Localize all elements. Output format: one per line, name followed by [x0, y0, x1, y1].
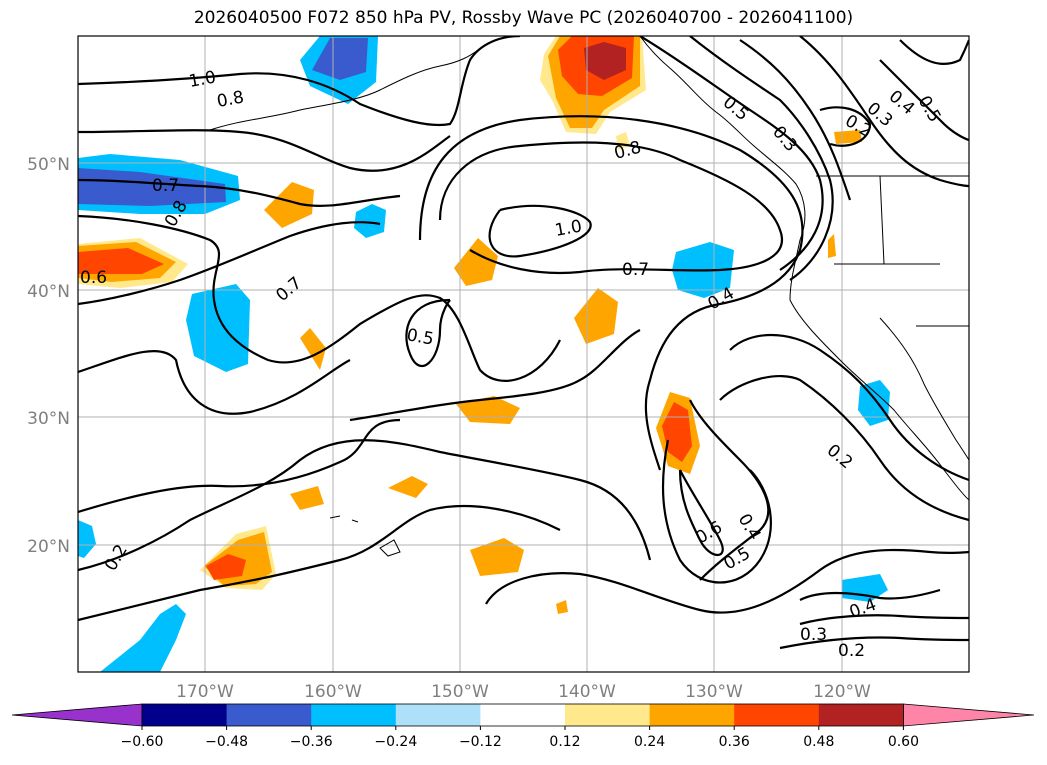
map-title: 2026040500 F072 850 hPa PV, Rossby Wave …: [193, 8, 854, 28]
contour-label: 0.4: [734, 511, 765, 544]
colorbar-tick-label: 0.36: [719, 734, 750, 750]
colorbar-tick-label: −0.36: [290, 734, 333, 750]
colorbar: −0.60 −0.48 −0.36 −0.24 −0.12 0.12 0.24 0.36 0.4…: [11, 703, 1035, 750]
contour-label: 0.6: [80, 268, 107, 288]
colorbar-tick-label: −0.48: [205, 734, 248, 750]
colorbar-swatch: [311, 704, 397, 726]
lon-label: 130°W: [685, 682, 743, 702]
pos-anomaly-small-9: [470, 538, 524, 576]
pos-anomaly-bc-core: [584, 42, 626, 80]
colorbar-swatch: [565, 704, 651, 726]
neg-anomaly-edge: [78, 520, 96, 558]
colorbar-swatch: [142, 704, 228, 726]
colorbar-extend-min: [11, 703, 143, 727]
neg-anomaly-midpac: [186, 284, 250, 372]
colorbar-swatch: [734, 704, 820, 726]
pos-anomaly-small-10: [828, 234, 836, 258]
lat-label: 50°N: [27, 155, 70, 175]
colorbar-swatch: [818, 704, 904, 726]
contour-label: 0.2: [838, 641, 865, 661]
longitude-labels: 170°W 160°W 150°W 140°W 130°W 120°W: [176, 682, 871, 702]
pos-anomaly-small-7: [290, 486, 324, 510]
contour-label: 1.0: [187, 68, 217, 92]
pos-anomaly-small-4: [574, 288, 618, 344]
pos-anomaly-small-13: [556, 600, 568, 614]
pos-anomaly-small-8: [388, 476, 428, 498]
contour-label: 0.8: [215, 88, 245, 112]
contour-label: 1.0: [553, 217, 583, 241]
neg-anomaly-small-1: [354, 204, 386, 238]
colorbar-swatch: [226, 704, 312, 726]
colorbar-tick-label: −0.12: [459, 734, 502, 750]
latitude-labels: 50°N 40°N 30°N 20°N: [27, 155, 70, 557]
pos-anomaly-small-11: [834, 130, 862, 144]
neg-anomaly-north-core: [312, 38, 368, 80]
contour-label: 0.2: [101, 541, 132, 574]
lon-label: 160°W: [304, 682, 362, 702]
lon-label: 120°W: [813, 682, 871, 702]
neg-anomaly-baja: [858, 380, 890, 426]
lon-label: 170°W: [176, 682, 234, 702]
pos-anomaly-small-3: [454, 238, 498, 286]
colorbar-swatch: [480, 704, 566, 726]
lat-label: 40°N: [27, 282, 70, 302]
colorbar-frame: [141, 703, 904, 727]
contour-label: 0.3: [768, 122, 801, 156]
lat-label: 20°N: [27, 537, 70, 557]
colorbar-extend-max: [903, 703, 1035, 727]
coastlines: [209, 36, 969, 557]
contour-label: 0.2: [823, 441, 857, 474]
colorbar-tick-label: −0.60: [121, 734, 164, 750]
colorbar-tick-label: −0.24: [374, 734, 417, 750]
contour-label: 0.7: [622, 260, 649, 280]
neg-anomaly-sw: [100, 604, 186, 672]
colorbar-swatch: [395, 704, 481, 726]
pv-contours: [78, 36, 969, 650]
contour-label: 0.7: [272, 273, 306, 306]
plot-frame: [77, 35, 970, 673]
pos-anomaly-hawaii-sw-red: [206, 554, 246, 580]
pos-anomaly-west-red: [78, 248, 164, 274]
pos-anomaly-small-5: [300, 328, 326, 370]
contour-label: 0.7: [152, 176, 179, 196]
contour-label: 0.3: [800, 625, 827, 645]
contour-label: 0.5: [719, 93, 753, 126]
colorbar-tick-label: 0.60: [888, 734, 919, 750]
neg-anomaly-gulf-alaska-core: [78, 168, 226, 206]
pos-anomaly-small-2: [264, 182, 314, 228]
contour-label: 0.5: [721, 543, 754, 574]
contour-label: 0.5: [405, 325, 435, 349]
colorbar-tick-label: 0.48: [803, 734, 834, 750]
colorbar-tick-label: 0.12: [549, 734, 580, 750]
lon-label: 150°W: [431, 682, 489, 702]
colorbar-tick-label: 0.24: [634, 734, 665, 750]
lat-label: 30°N: [27, 409, 70, 429]
colorbar-swatch: [649, 704, 735, 726]
lon-label: 140°W: [558, 682, 616, 702]
